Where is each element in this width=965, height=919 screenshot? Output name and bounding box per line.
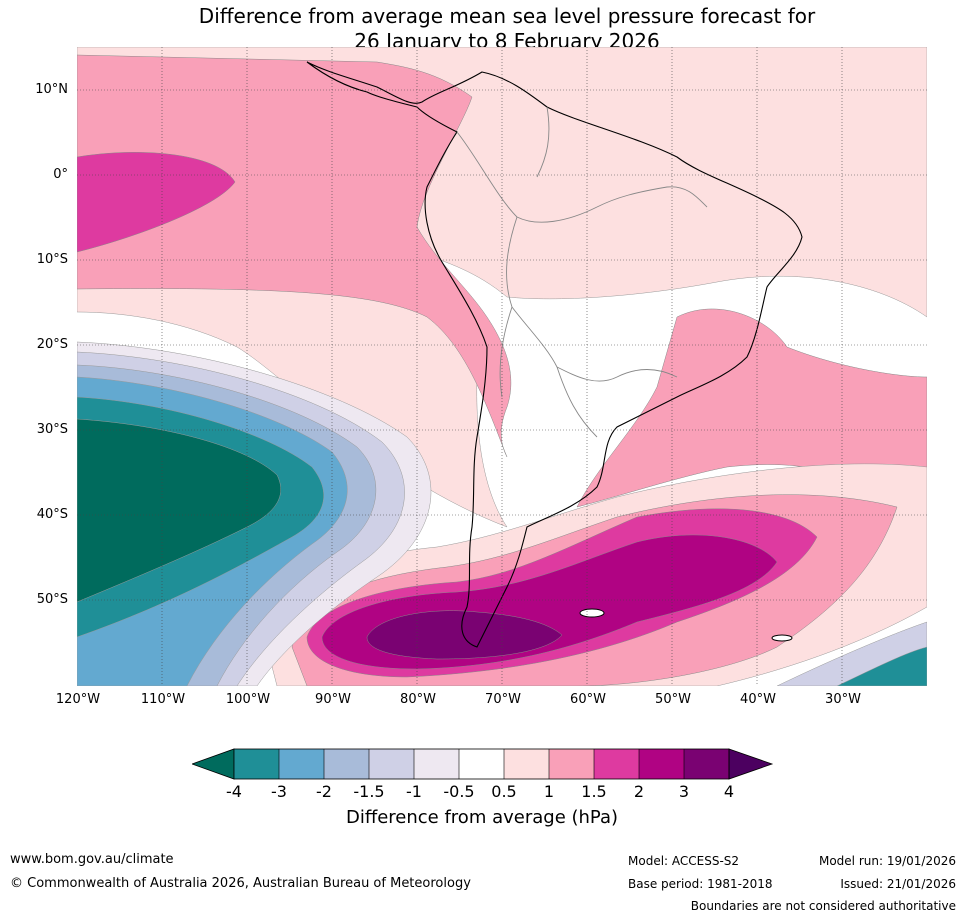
colorbar-tick: 1: [543, 782, 555, 801]
lat-label-40s: 40°S: [36, 507, 68, 522]
colorbar-title: Difference from average (hPa): [345, 807, 619, 828]
colorbar-arrow-high: [728, 748, 774, 780]
lat-label-0: 0°: [53, 167, 68, 182]
lon-label-110w: 110°W: [140, 692, 186, 707]
footer-issued: Issued: 21/01/2026: [840, 877, 956, 891]
footer-base-period: Base period: 1981-2018: [628, 877, 773, 891]
footer-model-run: Model run: 19/01/2026: [818, 854, 956, 868]
lat-label-30s: 30°S: [36, 422, 68, 437]
colorbar-bin-neg1-neg05: [414, 749, 459, 779]
colorbar-bin-neg05-05: [459, 749, 504, 779]
colorbar-tick: 2: [633, 782, 645, 801]
south-america-coastline: [306, 61, 803, 648]
falklands-island: [579, 608, 605, 618]
map-title-line1: Difference from average mean sea level p…: [198, 4, 816, 28]
colorbar: [192, 748, 774, 780]
colorbar-tick: 3: [678, 782, 690, 801]
lon-label-60w: 60°W: [570, 692, 606, 707]
country-borders: [456, 106, 708, 438]
pressure-anomaly-map: [77, 47, 927, 686]
lon-label-30w: 30°W: [825, 692, 861, 707]
lat-label-50s: 50°S: [36, 592, 68, 607]
lon-label-90w: 90°W: [315, 692, 351, 707]
footer-model: Model: ACCESS-S2: [628, 854, 740, 868]
colorbar-bin-1-15: [549, 749, 594, 779]
anomaly-zone-neg4: [77, 418, 281, 603]
colorbar-bin-neg4-neg3: [234, 749, 279, 779]
lat-label-20s: 20°S: [36, 337, 68, 352]
colorbar-tick: -1: [406, 782, 422, 801]
lon-label-70w: 70°W: [485, 692, 521, 707]
colorbar-bin-neg3-neg2: [279, 749, 324, 779]
anomaly-zone-pos15-equatorial: [77, 152, 236, 253]
colorbar-tick: -3: [271, 782, 287, 801]
footer-disclaimer: Boundaries are not considered authoritat…: [690, 899, 956, 913]
south-georgia-island: [771, 634, 793, 642]
colorbar-tick: -0.5: [443, 782, 475, 801]
lon-label-100w: 100°W: [225, 692, 271, 707]
colorbar-bin-3-4: [684, 749, 729, 779]
colorbar-tick: -2: [316, 782, 332, 801]
lat-label-10s: 10°S: [36, 252, 68, 267]
graticule: [77, 47, 927, 686]
colorbar-tick: 0.5: [491, 782, 517, 801]
colorbar-arrow-low: [192, 748, 235, 780]
lon-label-80w: 80°W: [400, 692, 436, 707]
anomaly-zone-neg3-southeast: [836, 646, 927, 686]
colorbar-bin-neg2-neg15: [324, 749, 369, 779]
anomaly-zone-pos1-pacific: [77, 54, 512, 458]
colorbar-tick: 4: [723, 782, 735, 801]
footer-copyright: © Commonwealth of Australia 2026, Austra…: [10, 876, 471, 891]
colorbar-bin-neg15-neg1: [369, 749, 414, 779]
lat-label-10n: 10°N: [35, 82, 68, 97]
colorbar-bin-2-3: [639, 749, 684, 779]
lon-label-40w: 40°W: [740, 692, 776, 707]
colorbar-tick: -1.5: [353, 782, 385, 801]
footer-website: www.bom.gov.au/climate: [10, 852, 174, 867]
colorbar-bin-15-2: [594, 749, 639, 779]
colorbar-bin-05-1: [504, 749, 549, 779]
map-svg: [77, 47, 927, 686]
lon-label-120w: 120°W: [55, 692, 101, 707]
map-title: Difference from average mean sea level p…: [0, 4, 965, 54]
colorbar-tick: -4: [226, 782, 242, 801]
colorbar-tick: 1.5: [581, 782, 607, 801]
anomaly-zone-pos3-south: [366, 610, 563, 660]
lon-label-50w: 50°W: [655, 692, 691, 707]
